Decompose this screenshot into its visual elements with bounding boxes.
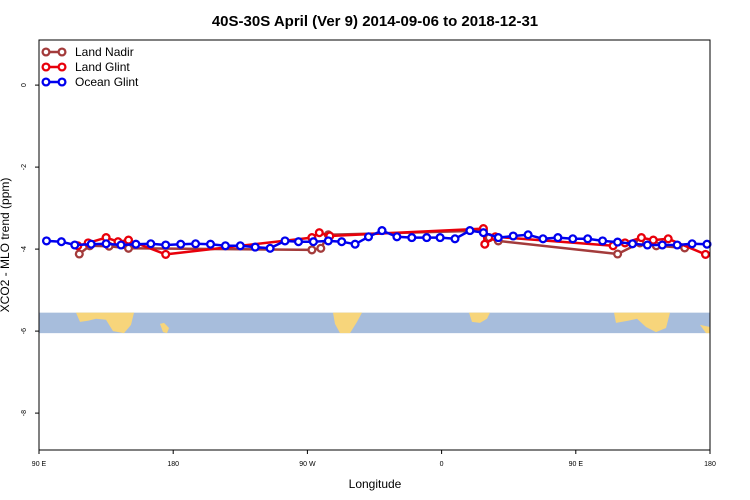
- x-tick-label: 0: [440, 461, 444, 468]
- data-point: [422, 233, 432, 243]
- legend-item: Ocean Glint: [41, 75, 139, 89]
- data-point: [657, 240, 667, 250]
- x-tick-label: 180: [167, 461, 179, 468]
- data-point: [74, 249, 84, 259]
- data-point: [613, 237, 623, 247]
- x-tick-label: 180: [704, 461, 716, 468]
- data-point: [648, 235, 658, 245]
- legend-marker: [41, 47, 51, 57]
- data-point: [568, 234, 578, 244]
- data-point: [235, 241, 245, 251]
- data-point: [350, 239, 360, 249]
- data-point: [613, 249, 623, 259]
- data-point: [161, 249, 171, 259]
- series-layer: [41, 224, 712, 259]
- x-axis-label: Longitude: [349, 477, 402, 491]
- data-point: [407, 233, 417, 243]
- legend-label: Ocean Glint: [75, 75, 139, 89]
- data-point: [627, 239, 638, 249]
- data-point: [480, 239, 490, 249]
- data-point: [86, 239, 96, 249]
- data-point: [450, 234, 460, 244]
- data-point: [392, 232, 402, 242]
- legend-label: Land Glint: [75, 60, 130, 74]
- plot-frame: [38, 39, 711, 451]
- x-tick-label: 90 W: [299, 461, 316, 468]
- data-point: [598, 236, 608, 246]
- data-point: [538, 234, 548, 244]
- map-land-shape: [160, 322, 169, 334]
- map-strip: [39, 312, 710, 334]
- y-tick-label: -4: [21, 246, 28, 252]
- data-point: [493, 233, 503, 243]
- data-point: [523, 230, 533, 240]
- data-point: [265, 243, 275, 253]
- data-point: [307, 245, 317, 255]
- data-point: [316, 243, 326, 253]
- data-point: [642, 240, 652, 250]
- legend-marker: [41, 77, 51, 87]
- data-point: [146, 239, 156, 249]
- data-point: [176, 239, 186, 249]
- data-point: [220, 241, 230, 251]
- x-tick-label: 90 E: [569, 461, 584, 468]
- y-tick-label: -6: [21, 328, 28, 334]
- legend-label: Land Nadir: [75, 45, 134, 59]
- legend-item: Land Nadir: [41, 45, 134, 59]
- y-axis-label: XCO2 - MLO trend (ppm): [0, 178, 12, 313]
- data-point: [308, 237, 318, 247]
- data-point: [205, 239, 216, 249]
- y-tick-label: 0: [21, 83, 28, 87]
- map-land-shape: [333, 312, 362, 334]
- map-land-shape: [700, 324, 710, 334]
- map-land-shape: [76, 312, 134, 334]
- data-point: [41, 236, 52, 246]
- data-point: [672, 240, 682, 250]
- data-point: [280, 236, 290, 246]
- data-point: [131, 239, 141, 249]
- map-land-shape: [614, 312, 670, 333]
- data-point: [250, 242, 260, 252]
- chart-title: 40S-30S April (Ver 9) 2014-09-06 to 2018…: [212, 13, 538, 30]
- legend-marker: [57, 62, 67, 72]
- map-ocean-band: [39, 312, 710, 334]
- legend-marker: [41, 62, 51, 72]
- data-point: [161, 240, 171, 250]
- legend-marker: [57, 77, 67, 87]
- data-point: [314, 228, 324, 238]
- data-point: [478, 228, 488, 238]
- data-point: [191, 239, 201, 249]
- data-point: [553, 233, 563, 243]
- data-point: [377, 226, 387, 236]
- data-point: [337, 237, 347, 247]
- data-point: [663, 234, 673, 244]
- legend-marker: [57, 47, 67, 57]
- data-point: [700, 249, 711, 259]
- legend-item: Land Glint: [41, 60, 130, 74]
- data-point: [465, 226, 475, 236]
- x-axis: 90 E 180 90 W 0 90 E 180: [32, 450, 716, 468]
- y-axis: 0 -2 -4 -6 -8: [21, 83, 39, 416]
- y-tick-label: -2: [21, 164, 28, 170]
- x-tick-label: 90 E: [32, 461, 47, 468]
- y-tick-label: -8: [21, 410, 28, 416]
- data-point: [56, 237, 66, 247]
- data-point: [123, 235, 134, 245]
- data-point: [101, 239, 111, 249]
- data-point: [70, 240, 80, 250]
- data-point: [636, 233, 646, 243]
- data-point: [583, 234, 593, 244]
- data-point: [323, 236, 333, 246]
- series-line: [46, 229, 708, 250]
- data-point: [702, 239, 712, 249]
- data-point: [435, 233, 445, 243]
- map-land-shape: [469, 312, 490, 323]
- data-point: [363, 232, 374, 242]
- data-point: [116, 240, 126, 250]
- data-point: [687, 239, 697, 249]
- data-point: [293, 237, 304, 247]
- data-point: [508, 231, 518, 241]
